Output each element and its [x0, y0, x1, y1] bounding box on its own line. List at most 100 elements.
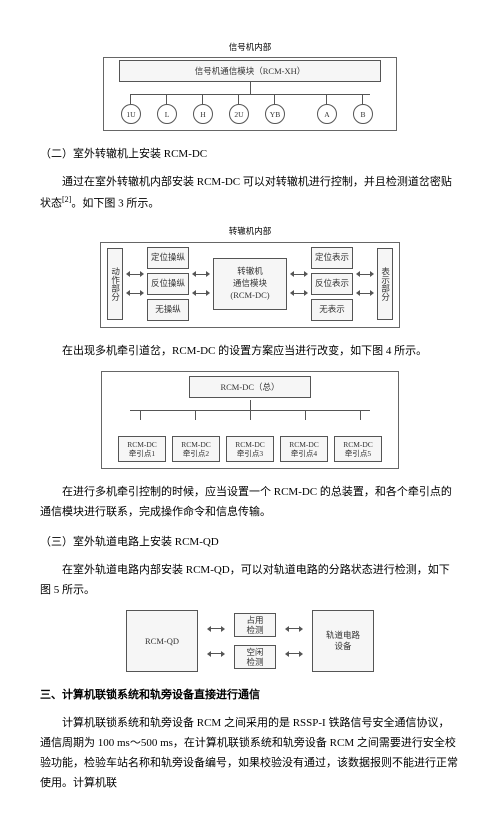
figure-3-left-col: 定位操纵反位操纵无操纵	[147, 247, 189, 321]
figure-1-vline	[202, 94, 203, 104]
figure-5-mid: 占用 检测 空闲 检测	[234, 613, 276, 669]
figure-5-right-l1: 轨道电路	[326, 630, 360, 641]
figure-3-conn-right-outer	[359, 274, 371, 294]
figure-3-right-side: 表示部分	[377, 248, 393, 320]
figure-1-vline	[326, 94, 327, 104]
figure-3-switch-machine: 转辙机内部 动作部分 定位操纵反位操纵无操纵 转辙机 通信模块 (RCM-DC)	[40, 224, 460, 327]
figure-4-vline	[250, 410, 251, 420]
figure-1-vline	[166, 94, 167, 104]
figure-3-row: 动作部分 定位操纵反位操纵无操纵 转辙机 通信模块 (RCM-DC)	[107, 247, 393, 321]
figure-4-vline	[360, 410, 361, 420]
figure-4-stub	[250, 400, 251, 410]
figure-3-caption: 转辙机内部	[229, 224, 272, 239]
figure-3-left-cell: 无操纵	[147, 299, 189, 321]
figure-5-left: RCM-QD	[126, 610, 198, 672]
figure-1-node: A	[317, 104, 337, 124]
figure-1-vline	[274, 94, 275, 104]
figure-3-center-l2: 通信模块	[230, 278, 269, 290]
figure-1-node: B	[353, 104, 373, 124]
figure-3-conn-center-right	[293, 274, 305, 294]
figure-5-mid-bot-l1: 空闲	[246, 647, 263, 657]
figure-4-node: RCM-DC牵引点2	[172, 436, 220, 462]
figure-5-row: RCM-QD 占用 检测 空闲 检测	[126, 610, 374, 672]
figure-4-node-l2: 牵引点1	[127, 449, 157, 458]
figure-5-mid-top: 占用 检测	[234, 613, 276, 637]
figure-1-node: 2U	[229, 104, 249, 124]
connector-line	[210, 628, 222, 629]
connector-line	[293, 293, 305, 294]
subsection-2-heading: （二）室外转辙机上安装 RCM-DC	[40, 145, 460, 165]
figure-4-node: RCM-DC牵引点1	[118, 436, 166, 462]
figure-5-right: 轨道电路 设备	[312, 610, 374, 672]
figure-1-vline	[362, 94, 363, 104]
subsection-3-heading: （三）室外轨道电路上安装 RCM-QD	[40, 533, 460, 553]
figure-1-frame: 信号机通信模块（RCM-XH） 1U LH 2U YB AB	[103, 57, 397, 131]
figure-4-vline	[305, 410, 306, 420]
figure-4-node-l2: 牵引点3	[235, 449, 265, 458]
figure-3-right-cell: 无表示	[311, 299, 353, 321]
connector-line	[293, 274, 305, 275]
figure-1-signal-internal: 信号机内部 信号机通信模块（RCM-XH） 1U LH 2U YB AB	[40, 40, 460, 131]
figure-4-node: RCM-DC牵引点3	[226, 436, 274, 462]
connector-line	[129, 274, 141, 275]
figure-5-mid-top-l2: 检测	[246, 625, 263, 635]
figure-1-caption: 信号机内部	[229, 40, 272, 55]
section-3-heading: 三、计算机联锁系统和轨旁设备直接进行通信	[40, 686, 460, 706]
figure-4-vline	[195, 410, 196, 420]
figure-4-vline	[140, 410, 141, 420]
figure-4-frame: RCM-DC（总） RCM-DC牵引点1RCM-DC牵引点2RCM-DC牵引点3…	[101, 371, 399, 469]
figure-3-right-cell: 反位表示	[311, 273, 353, 295]
figure-4-tree	[110, 400, 390, 436]
figure-1-tree: 1U LH 2U YB AB	[110, 82, 390, 122]
subsection-2-para: 通过在室外转辙机内部安装 RCM-DC 可以对转辙机进行控制，并且检测道岔密贴状…	[40, 173, 460, 214]
figure-3-left-side: 动作部分	[107, 248, 123, 320]
connector-line	[288, 628, 300, 629]
connector-line	[195, 274, 207, 275]
figure-3-center: 转辙机 通信模块 (RCM-DC)	[213, 258, 287, 310]
para-after-fig4: 在进行多机牵引控制的时候，应当设置一个 RCM-DC 的总装置，和各个牵引点的通…	[40, 483, 460, 523]
figure-3-right-cell: 定位表示	[311, 247, 353, 269]
figure-5-rcm-qd: RCM-QD 占用 检测 空闲 检测	[40, 610, 460, 672]
figure-4-master-dc: RCM-DC（总） RCM-DC牵引点1RCM-DC牵引点2RCM-DC牵引点3…	[40, 371, 460, 469]
subsection-2-p1b: 。如下图 3 所示。	[71, 198, 159, 210]
figure-1-vline	[238, 94, 239, 104]
connector-line	[359, 293, 371, 294]
figure-3-conn-left-outer	[129, 274, 141, 294]
figure-4-node: RCM-DC牵引点5	[334, 436, 382, 462]
figure-4-top: RCM-DC（总）	[189, 376, 311, 398]
figure-5-conn-left	[210, 628, 222, 654]
figure-4-node-l2: 牵引点4	[289, 449, 319, 458]
subsection-2-sup: [2]	[62, 195, 71, 204]
figure-3-right-col: 定位表示反位表示无表示	[311, 247, 353, 321]
connector-line	[210, 653, 222, 654]
figure-3-frame: 动作部分 定位操纵反位操纵无操纵 转辙机 通信模块 (RCM-DC)	[100, 242, 400, 328]
figure-1-module: 信号机通信模块（RCM-XH）	[119, 60, 381, 82]
figure-5-conn-right	[288, 628, 300, 654]
figure-3-left-cell: 反位操纵	[147, 273, 189, 295]
connector-line	[359, 274, 371, 275]
figure-1-node: 1U	[121, 104, 141, 124]
subsection-3-para: 在室外轨道电路内部安装 RCM-QD，可以对轨道电路的分路状态进行检测，如下图 …	[40, 561, 460, 601]
figure-1-node: L	[157, 104, 177, 124]
connector-line	[288, 653, 300, 654]
figure-1-node: H	[193, 104, 213, 124]
para-after-fig3: 在出现多机牵引道岔，RCM-DC 的设置方案应当进行改变，如下图 4 所示。	[40, 342, 460, 362]
figure-3-center-l3: (RCM-DC)	[230, 290, 269, 302]
figure-1-node: YB	[265, 104, 285, 124]
figure-4-node-l2: 牵引点2	[181, 449, 211, 458]
figure-4-node: RCM-DC牵引点4	[280, 436, 328, 462]
figure-5-right-l2: 设备	[326, 641, 360, 652]
figure-3-conn-center-left	[195, 274, 207, 294]
connector-line	[129, 293, 141, 294]
figure-5-mid-bot-l2: 检测	[246, 657, 263, 667]
figure-1-stub	[250, 82, 251, 94]
figure-4-nodes: RCM-DC牵引点1RCM-DC牵引点2RCM-DC牵引点3RCM-DC牵引点4…	[118, 436, 382, 462]
figure-5-mid-bot: 空闲 检测	[234, 645, 276, 669]
connector-line	[195, 293, 207, 294]
figure-3-center-l1: 转辙机	[230, 266, 269, 278]
figure-4-node-l2: 牵引点5	[343, 449, 373, 458]
section-3-para: 计算机联锁系统和轨旁设备 RCM 之间采用的是 RSSP-I 铁路信号安全通信协…	[40, 714, 460, 793]
figure-5-mid-top-l1: 占用	[246, 615, 263, 625]
figure-1-vline	[130, 94, 131, 104]
figure-3-left-cell: 定位操纵	[147, 247, 189, 269]
